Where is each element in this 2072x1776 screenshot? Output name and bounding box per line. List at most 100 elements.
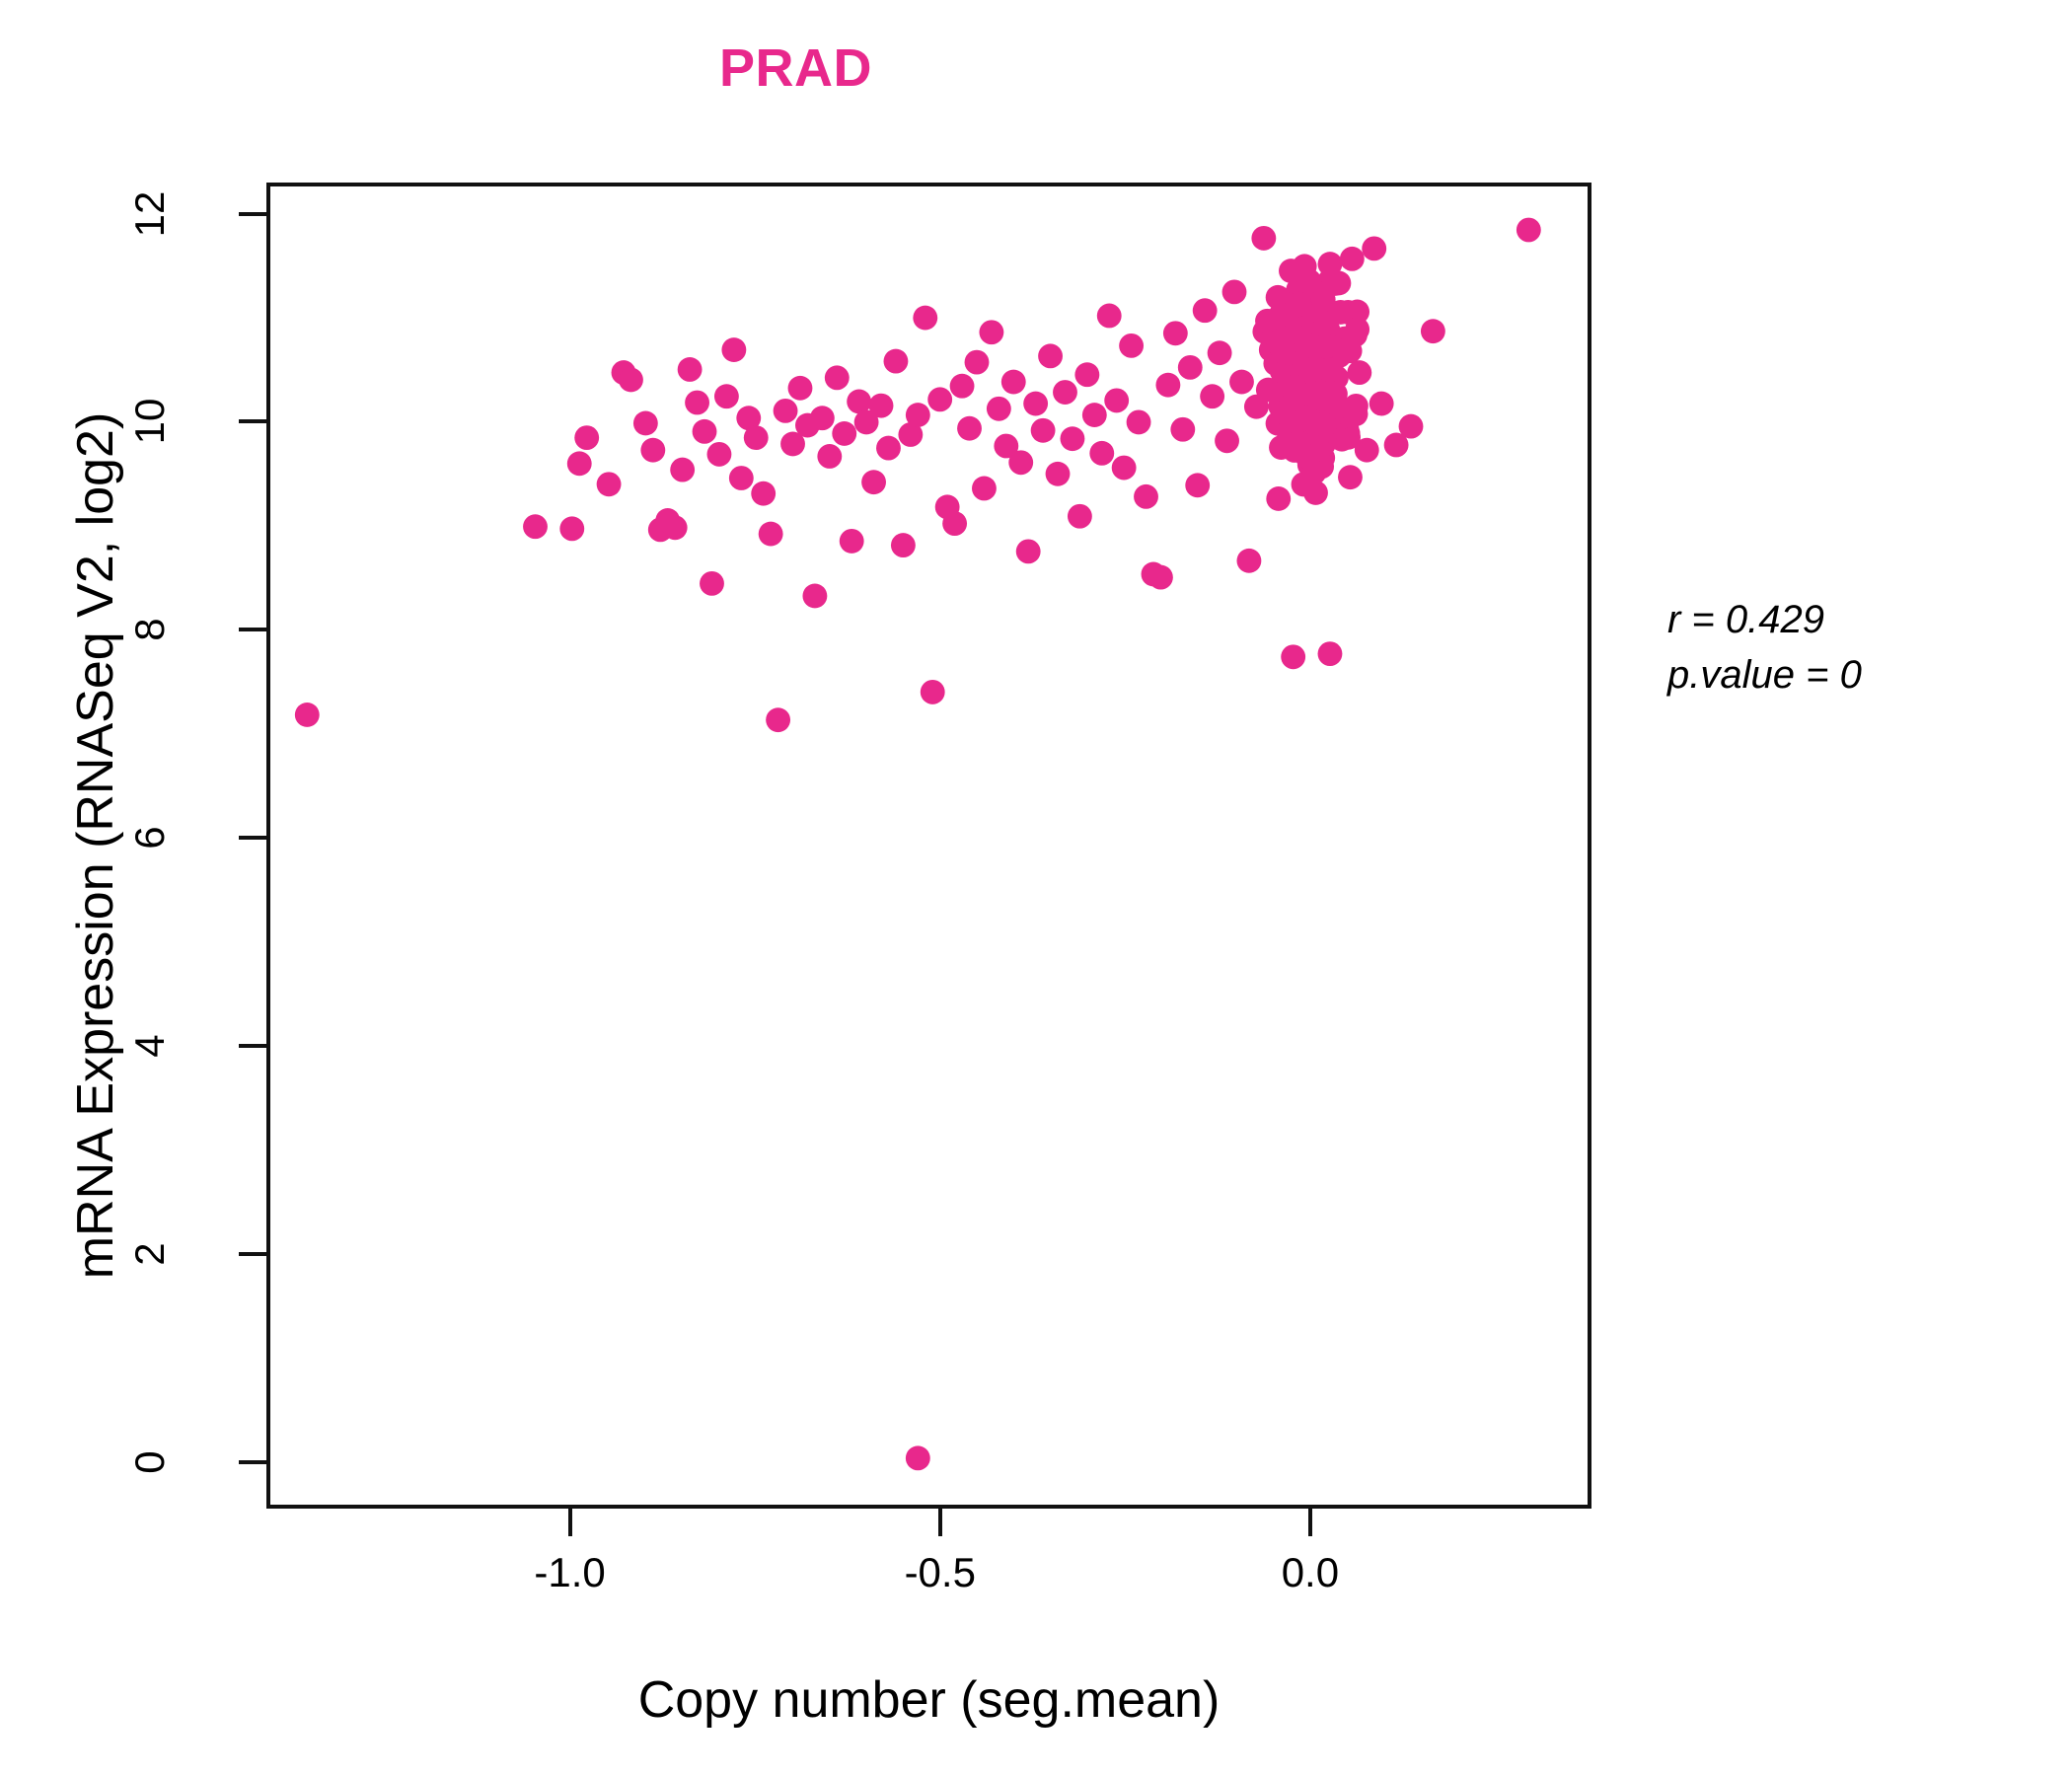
data-point [1268, 302, 1294, 328]
y-tick-label: 12 [126, 190, 173, 237]
y-tick-mark [239, 836, 266, 841]
data-point [773, 398, 798, 423]
data-point [1015, 539, 1041, 564]
data-point [868, 393, 894, 418]
data-point [692, 418, 717, 444]
data-point [1255, 377, 1281, 403]
y-tick-mark [239, 419, 266, 424]
y-tick-label: 6 [126, 826, 173, 850]
data-point [839, 528, 864, 554]
data-point [979, 320, 1004, 345]
plot-area [266, 183, 1591, 1509]
data-point [294, 703, 320, 727]
data-point [898, 422, 924, 447]
data-point [1303, 481, 1328, 505]
data-point [964, 349, 990, 375]
data-point [1297, 357, 1323, 383]
data-point [1000, 369, 1026, 395]
data-point [1313, 333, 1339, 359]
data-point [905, 1445, 930, 1471]
data-point [920, 679, 945, 704]
data-point [913, 305, 938, 331]
y-tick-mark [239, 211, 266, 216]
data-point [1229, 369, 1254, 395]
data-point [1126, 409, 1151, 435]
data-point [780, 431, 805, 457]
x-tick-label: -0.5 [904, 1549, 976, 1595]
data-point [1067, 503, 1092, 529]
data-point [640, 437, 666, 463]
x-tick-label: -1.0 [534, 1549, 606, 1595]
data-point [713, 384, 739, 409]
data-point [1170, 416, 1196, 442]
data-point [1281, 644, 1306, 670]
data-point [1155, 372, 1181, 398]
data-point [743, 425, 769, 451]
data-point [1134, 483, 1158, 509]
x-tick-mark [567, 1509, 572, 1536]
data-point [1119, 333, 1145, 358]
data-point [1045, 461, 1071, 486]
data-point [728, 466, 754, 490]
scatter-points [294, 217, 1541, 1471]
data-point [1383, 432, 1409, 458]
data-point [736, 406, 762, 431]
data-point [1148, 564, 1173, 590]
data-point [1398, 413, 1424, 439]
data-point [1347, 360, 1372, 386]
data-point [1310, 287, 1336, 313]
data-point [662, 515, 688, 541]
data-point [766, 707, 791, 733]
data-point [787, 375, 813, 401]
y-tick-label: 0 [126, 1449, 173, 1474]
data-point [927, 387, 953, 412]
data-point [1081, 403, 1107, 427]
data-point [1038, 343, 1063, 369]
data-point [853, 409, 879, 435]
data-point [1286, 430, 1311, 455]
data-point [758, 521, 783, 547]
chart-title: PRAD [718, 38, 872, 98]
data-point [751, 481, 777, 506]
data-point [1271, 339, 1296, 365]
data-point [957, 415, 982, 441]
data-point [1023, 391, 1049, 416]
correlation-text: r = 0.429 [1667, 598, 1825, 641]
data-point [1207, 340, 1232, 366]
x-axis-title: Copy number (seg.mean) [637, 1671, 1221, 1729]
data-point [905, 403, 930, 427]
data-point [1221, 279, 1247, 305]
data-point [824, 365, 850, 391]
data-point [523, 514, 548, 540]
data-point [1339, 246, 1365, 271]
y-tick-label: 2 [126, 1242, 173, 1266]
data-point [677, 357, 703, 382]
data-point [1296, 268, 1322, 294]
y-tick-mark [239, 1459, 266, 1464]
data-point [721, 337, 747, 362]
data-point [596, 472, 622, 497]
y-tick-mark [239, 628, 266, 632]
data-point [1060, 426, 1085, 452]
data-point [1317, 357, 1343, 383]
statistics-annotation: r = 0.429 p.value = 0 [1667, 592, 1862, 703]
data-point [1362, 236, 1387, 261]
data-point [1317, 641, 1343, 667]
data-point [1074, 362, 1100, 388]
data-point [1177, 354, 1203, 380]
data-point [1338, 465, 1363, 490]
data-point [670, 457, 696, 482]
data-point [1251, 225, 1277, 251]
data-point [972, 476, 997, 501]
data-point [1345, 317, 1370, 342]
data-point [949, 373, 975, 399]
data-point [1104, 388, 1130, 413]
y-tick-mark [239, 1251, 266, 1256]
data-point [1311, 412, 1337, 438]
y-tick-mark [239, 1043, 266, 1048]
data-point [1096, 303, 1122, 329]
x-tick-label: 0.0 [1281, 1549, 1340, 1595]
data-point [883, 348, 909, 374]
data-point [847, 389, 872, 414]
